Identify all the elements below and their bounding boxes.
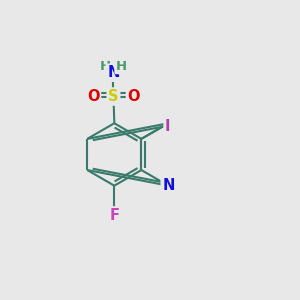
Text: N: N (162, 178, 175, 193)
Text: N: N (107, 65, 120, 80)
Text: I: I (165, 119, 171, 134)
Text: O: O (128, 89, 140, 104)
Text: H: H (100, 60, 111, 73)
Text: H: H (116, 60, 127, 73)
Text: F: F (109, 208, 119, 223)
Text: S: S (108, 89, 119, 104)
Text: O: O (87, 89, 100, 104)
